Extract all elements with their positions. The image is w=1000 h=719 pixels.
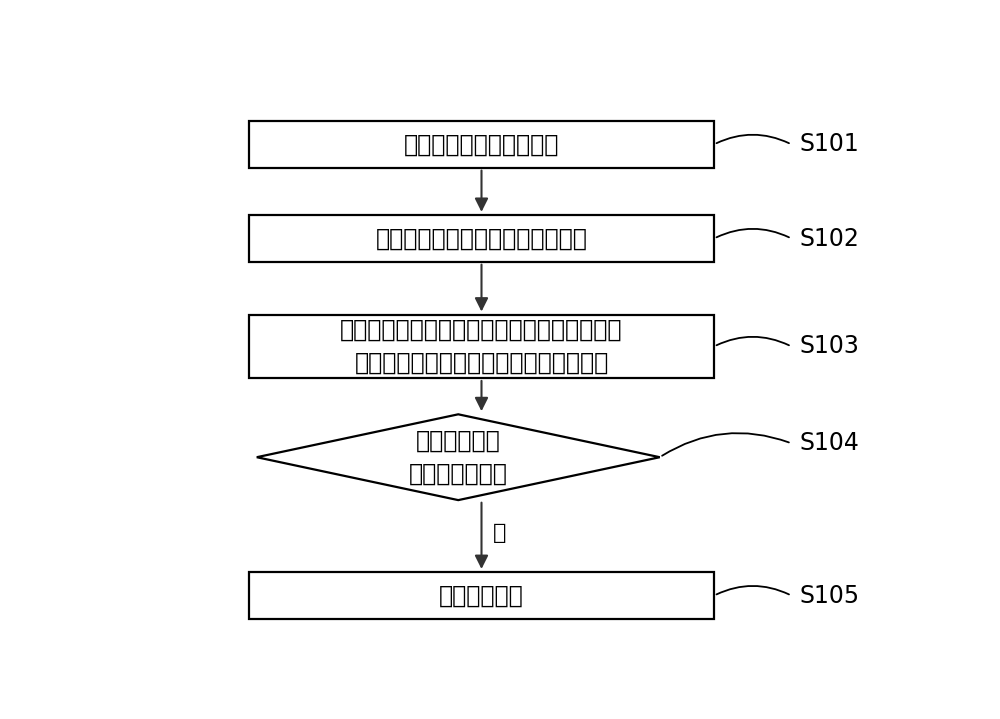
Text: 是否验证确定
需执行所述预警: 是否验证确定 需执行所述预警 <box>409 429 508 486</box>
Text: S105: S105 <box>799 584 859 608</box>
Text: 检测到所述目标车辆为待预警车辆: 检测到所述目标车辆为待预警车辆 <box>376 226 587 250</box>
Bar <box>249 121 714 168</box>
Polygon shape <box>257 414 660 500</box>
Text: S104: S104 <box>799 431 859 455</box>
Text: S101: S101 <box>799 132 859 157</box>
Text: 执行所述预警: 执行所述预警 <box>439 584 524 608</box>
Text: S103: S103 <box>799 334 859 359</box>
Text: 确定目标车辆的当前位置: 确定目标车辆的当前位置 <box>404 132 559 157</box>
Bar <box>249 315 714 378</box>
Text: 根据所述当前位置信息与指定的区域名单，验
证是否执行针对于所述待预警车辆的预警: 根据所述当前位置信息与指定的区域名单，验 证是否执行针对于所述待预警车辆的预警 <box>340 318 623 375</box>
Text: 是: 是 <box>493 523 507 543</box>
Bar <box>249 572 714 619</box>
Text: S102: S102 <box>799 226 859 250</box>
Bar <box>249 215 714 262</box>
